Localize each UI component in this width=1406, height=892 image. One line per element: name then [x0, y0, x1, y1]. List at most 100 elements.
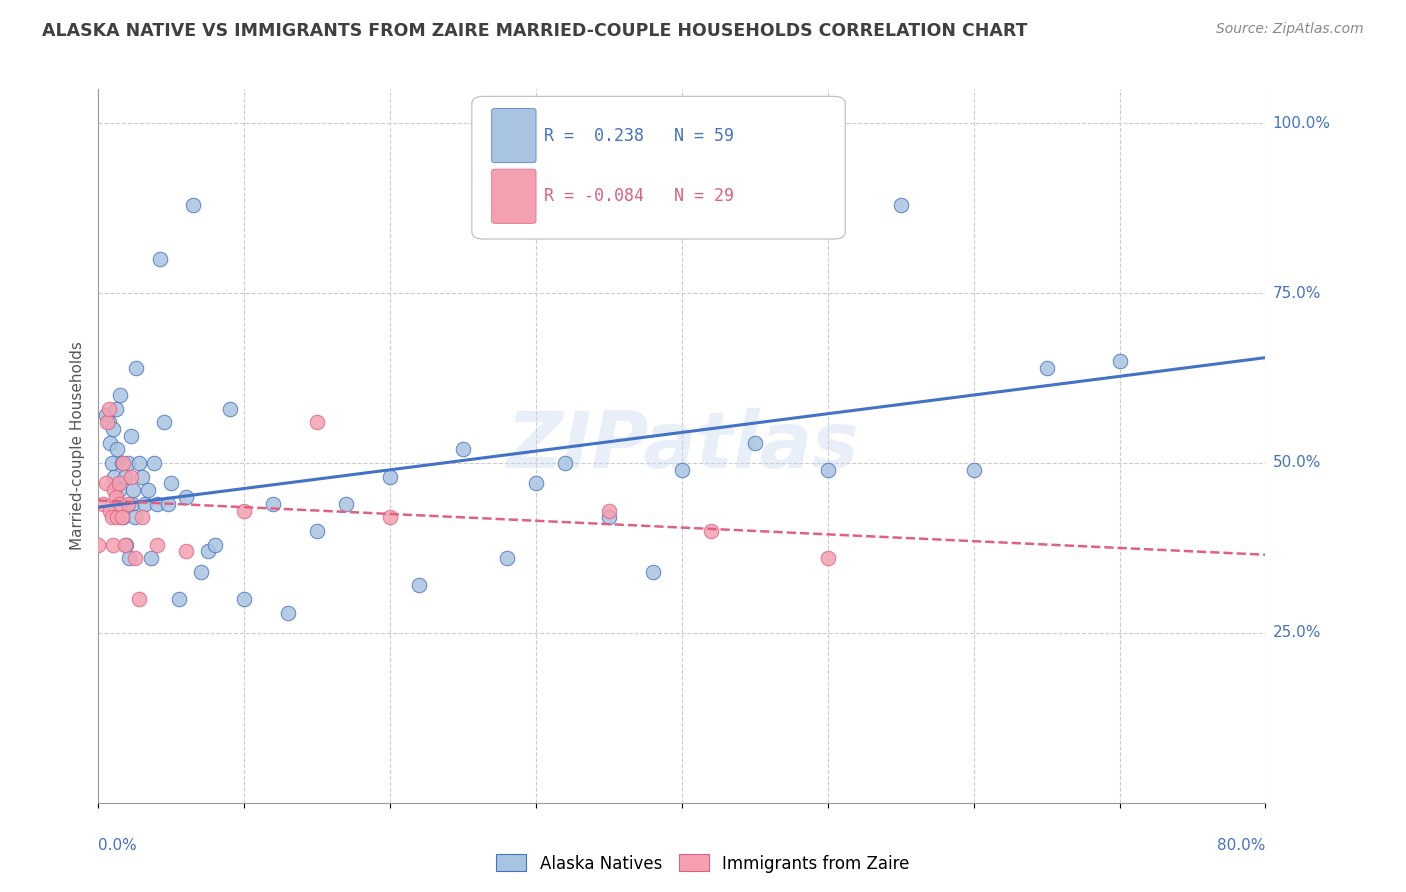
- Point: [160, 476, 183, 491]
- Point: [91, 497, 114, 511]
- Text: R =  0.238   N = 59: R = 0.238 N = 59: [544, 127, 734, 145]
- Text: R = -0.084   N = 29: R = -0.084 N = 29: [544, 187, 734, 205]
- Point: [142, 456, 165, 470]
- Text: 100.0%: 100.0%: [1272, 116, 1330, 131]
- Point: [197, 544, 219, 558]
- Point: [378, 510, 402, 524]
- Point: [962, 463, 984, 477]
- Point: [307, 415, 329, 429]
- Point: [146, 537, 169, 551]
- FancyBboxPatch shape: [492, 169, 536, 223]
- Point: [307, 524, 329, 538]
- Point: [218, 401, 240, 416]
- Point: [128, 591, 150, 606]
- Point: [101, 537, 124, 551]
- Point: [117, 456, 139, 470]
- Y-axis label: Married-couple Households: Married-couple Households: [70, 342, 86, 550]
- Point: [233, 503, 256, 517]
- Point: [451, 442, 474, 457]
- Point: [262, 497, 284, 511]
- Point: [233, 591, 256, 606]
- Point: [94, 476, 117, 491]
- Text: 50.0%: 50.0%: [1272, 456, 1320, 470]
- Point: [124, 551, 146, 566]
- Point: [117, 497, 139, 511]
- Point: [136, 483, 159, 498]
- Point: [105, 510, 128, 524]
- Text: 25.0%: 25.0%: [1272, 625, 1320, 640]
- Point: [1108, 354, 1130, 368]
- Point: [554, 456, 576, 470]
- Point: [335, 497, 357, 511]
- Point: [100, 510, 122, 524]
- Point: [105, 442, 128, 457]
- Point: [167, 591, 190, 606]
- Point: [139, 551, 162, 566]
- Text: 0.0%: 0.0%: [98, 838, 138, 854]
- Point: [378, 469, 402, 483]
- Point: [94, 409, 117, 423]
- Point: [118, 551, 141, 566]
- Point: [110, 497, 132, 511]
- Point: [817, 551, 839, 566]
- Point: [134, 497, 156, 511]
- Point: [124, 510, 146, 524]
- Point: [108, 476, 131, 491]
- Point: [104, 401, 127, 416]
- Point: [96, 415, 118, 429]
- Point: [671, 463, 693, 477]
- Point: [98, 435, 121, 450]
- Point: [110, 388, 132, 402]
- Point: [641, 565, 664, 579]
- FancyBboxPatch shape: [492, 109, 536, 162]
- Point: [97, 415, 120, 429]
- Point: [112, 456, 135, 470]
- Point: [190, 565, 212, 579]
- Point: [181, 198, 204, 212]
- Point: [121, 497, 143, 511]
- Text: 80.0%: 80.0%: [1218, 838, 1265, 854]
- Point: [128, 456, 150, 470]
- Point: [97, 401, 120, 416]
- Point: [108, 483, 131, 498]
- Text: ZIPatlas: ZIPatlas: [506, 408, 858, 484]
- Text: Source: ZipAtlas.com: Source: ZipAtlas.com: [1216, 22, 1364, 37]
- Point: [115, 537, 138, 551]
- Point: [890, 198, 912, 212]
- Point: [524, 476, 547, 491]
- Point: [120, 429, 142, 443]
- Legend: Alaska Natives, Immigrants from Zaire: Alaska Natives, Immigrants from Zaire: [489, 847, 917, 880]
- Point: [103, 483, 125, 498]
- Point: [103, 469, 125, 483]
- Point: [174, 544, 197, 558]
- Text: ALASKA NATIVE VS IMMIGRANTS FROM ZAIRE MARRIED-COUPLE HOUSEHOLDS CORRELATION CHA: ALASKA NATIVE VS IMMIGRANTS FROM ZAIRE M…: [42, 22, 1028, 40]
- Point: [87, 537, 110, 551]
- Point: [114, 469, 136, 483]
- Point: [122, 483, 145, 498]
- Point: [744, 435, 766, 450]
- Point: [817, 463, 839, 477]
- Point: [101, 422, 124, 436]
- Point: [598, 510, 620, 524]
- Point: [495, 551, 517, 566]
- Point: [277, 606, 299, 620]
- Point: [700, 524, 723, 538]
- Point: [100, 456, 122, 470]
- Point: [114, 537, 136, 551]
- Text: 75.0%: 75.0%: [1272, 285, 1320, 301]
- Point: [174, 490, 197, 504]
- Point: [157, 497, 180, 511]
- Point: [131, 469, 153, 483]
- Point: [125, 360, 148, 375]
- Point: [1035, 360, 1057, 375]
- Point: [149, 252, 172, 266]
- Point: [146, 497, 169, 511]
- FancyBboxPatch shape: [472, 96, 845, 239]
- Point: [98, 503, 121, 517]
- Point: [111, 510, 134, 524]
- Point: [111, 456, 134, 470]
- Point: [598, 503, 620, 517]
- Point: [120, 469, 142, 483]
- Point: [153, 415, 176, 429]
- Point: [131, 510, 153, 524]
